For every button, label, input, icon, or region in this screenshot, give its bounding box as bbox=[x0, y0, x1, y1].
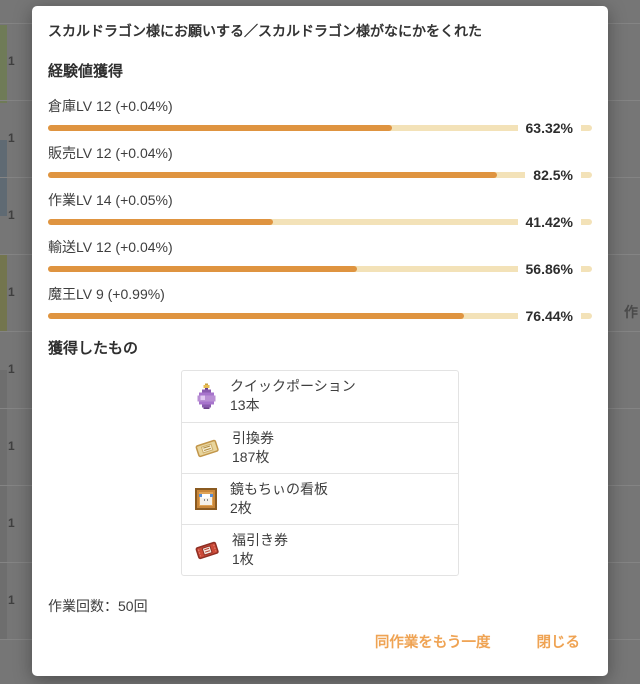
backdrop-row-number: 1 bbox=[8, 54, 15, 68]
backdrop-row-number: 1 bbox=[8, 516, 15, 530]
exp-progress-bar: 82.5% bbox=[48, 165, 592, 184]
result-dialog: スカルドラゴン様にお願いする／スカルドラゴン様がなにかをくれた 経験値獲得 倉庫… bbox=[32, 6, 608, 676]
exp-row: 輸送LV 12 (+0.04%) 56.86% bbox=[48, 238, 592, 278]
exp-row-label: 魔王LV 9 (+0.99%) bbox=[48, 285, 165, 302]
item-name: 引換券 bbox=[232, 429, 274, 446]
backdrop-item-sliver bbox=[0, 370, 7, 640]
items-section-heading: 獲得したもの bbox=[48, 339, 139, 357]
exp-row-label: 倉庫LV 12 (+0.04%) bbox=[48, 97, 173, 114]
exp-row: 魔王LV 9 (+0.99%) 76.44% bbox=[48, 285, 592, 325]
item-name: 福引き券 bbox=[232, 531, 288, 548]
exp-row-label: 輸送LV 12 (+0.04%) bbox=[48, 238, 173, 255]
backdrop-row-number: 1 bbox=[8, 362, 15, 376]
exp-row: 販売LV 12 (+0.04%) 82.5% bbox=[48, 144, 592, 184]
exp-row-label: 作業LV 14 (+0.05%) bbox=[48, 191, 173, 208]
quick-potion-icon bbox=[194, 383, 218, 409]
item-name: 鏡もちぃの看板 bbox=[230, 480, 328, 497]
backdrop-row-number: 1 bbox=[8, 285, 15, 299]
exp-progress-bar: 63.32% bbox=[48, 118, 592, 137]
exp-progress-fill bbox=[48, 265, 358, 272]
dialog-footer: 同作業をもう一度 閉じる bbox=[48, 627, 592, 662]
backdrop-row-number: 1 bbox=[8, 131, 15, 145]
backdrop-item-sliver bbox=[0, 255, 7, 331]
exp-row-label: 販売LV 12 (+0.04%) bbox=[48, 144, 173, 161]
exp-section-heading: 経験値獲得 bbox=[48, 62, 124, 80]
exp-percent-label: 41.42% bbox=[517, 212, 581, 231]
backdrop-row-number: 1 bbox=[8, 593, 15, 607]
exchange-ticket-icon bbox=[194, 437, 220, 459]
lottery-ticket-icon bbox=[194, 539, 220, 561]
spacer bbox=[48, 616, 592, 627]
repeat-work-button[interactable]: 同作業をもう一度 bbox=[373, 627, 493, 656]
item-text: 引換券 187枚 bbox=[232, 429, 274, 467]
item-card: クイックポーション 13本 bbox=[182, 371, 458, 422]
item-card: 鏡もちぃの看板 2枚 bbox=[182, 472, 458, 524]
dialog-title: スカルドラゴン様にお願いする／スカルドラゴン様がなにかをくれた bbox=[48, 23, 482, 39]
item-text: クイックポーション 13本 bbox=[230, 377, 356, 415]
backdrop-row-number: 1 bbox=[8, 208, 15, 222]
exp-percent-label: 56.86% bbox=[517, 259, 581, 278]
item-card: 福引き券 1枚 bbox=[182, 523, 458, 575]
obtained-item-list: クイックポーション 13本 引換券 187枚 bbox=[181, 369, 459, 576]
mochi-sign-icon bbox=[194, 487, 218, 511]
item-count: 1枚 bbox=[232, 550, 254, 567]
item-name: クイックポーション bbox=[230, 378, 356, 395]
backdrop-row-number: 1 bbox=[8, 439, 15, 453]
item-text: 福引き券 1枚 bbox=[232, 531, 288, 569]
exp-percent-label: 63.32% bbox=[517, 118, 581, 137]
exp-percent-label: 82.5% bbox=[525, 165, 581, 184]
backdrop-item-sliver bbox=[0, 25, 7, 103]
item-count: 2枚 bbox=[230, 499, 252, 516]
close-button[interactable]: 閉じる bbox=[535, 627, 583, 656]
item-card: 引換券 187枚 bbox=[182, 421, 458, 473]
exp-progress-bar: 41.42% bbox=[48, 212, 592, 231]
exp-percent-label: 76.44% bbox=[517, 306, 581, 325]
exp-progress-bar: 56.86% bbox=[48, 259, 592, 278]
exp-progress-fill bbox=[48, 312, 464, 319]
item-text: 鏡もちぃの看板 2枚 bbox=[230, 480, 328, 518]
item-count: 187枚 bbox=[232, 448, 270, 465]
work-count-label: 作業回数：50回 bbox=[48, 597, 148, 614]
exp-progress-fill bbox=[48, 218, 274, 225]
backdrop-partial-text: 作 bbox=[624, 304, 638, 320]
exp-progress-fill bbox=[48, 124, 393, 131]
backdrop-item-sliver bbox=[0, 140, 7, 216]
item-count: 13本 bbox=[230, 397, 260, 414]
exp-row: 倉庫LV 12 (+0.04%) 63.32% bbox=[48, 97, 592, 137]
exp-progress-fill bbox=[48, 171, 497, 178]
exp-progress-bar: 76.44% bbox=[48, 306, 592, 325]
exp-row: 作業LV 14 (+0.05%) 41.42% bbox=[48, 191, 592, 231]
